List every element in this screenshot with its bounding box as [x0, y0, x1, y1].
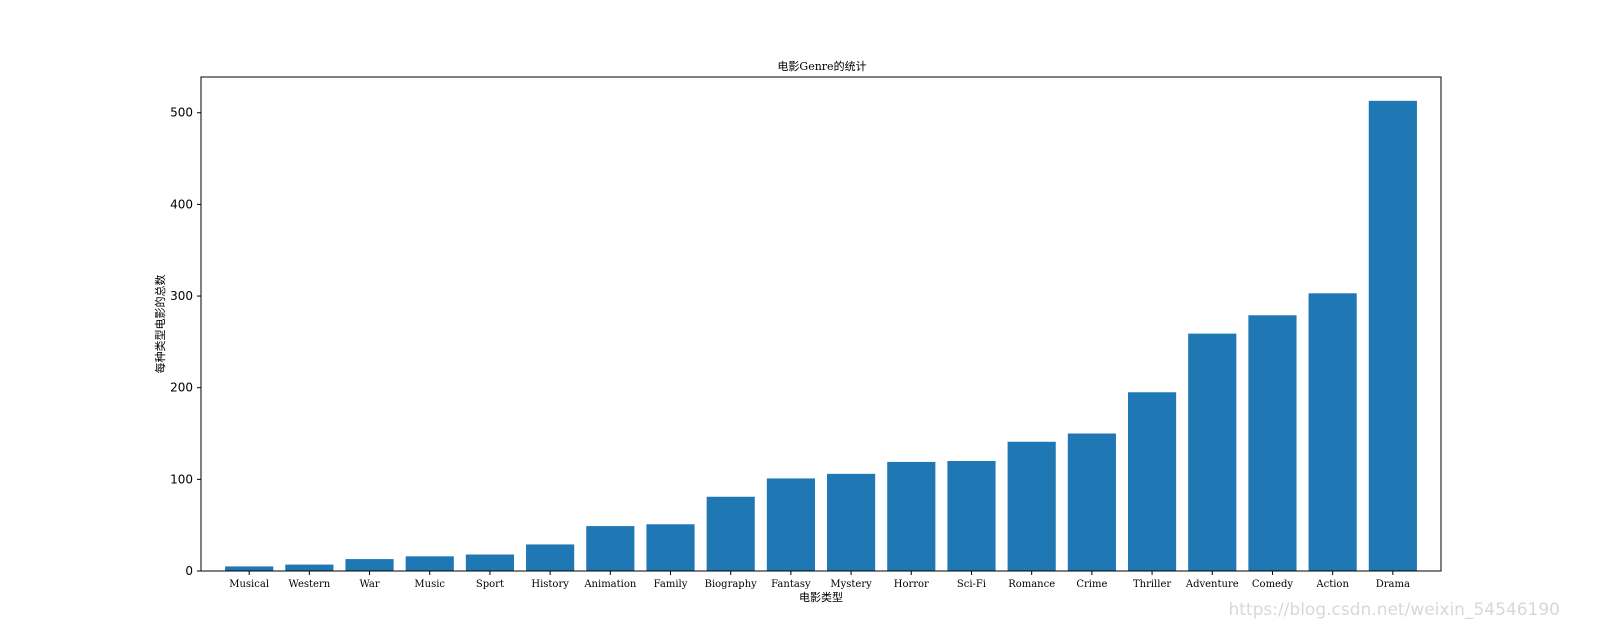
x-tick-label: Crime [1076, 579, 1107, 590]
bar-history [526, 544, 575, 571]
bar-action [1308, 293, 1357, 571]
bar-sport [465, 554, 515, 571]
y-tick-label: 200 [170, 381, 193, 395]
x-axis-label: 电影类型 [799, 590, 843, 604]
x-tick-label: Comedy [1252, 579, 1293, 590]
bar-romance [1007, 441, 1056, 571]
bars-group [225, 100, 1417, 571]
chart-title: 电影Genre的统计 [777, 59, 866, 73]
bar-music [405, 556, 454, 571]
x-tick-label: Biography [705, 579, 758, 590]
bar-animation [586, 526, 635, 571]
bar-western [285, 564, 334, 571]
bar-war [345, 559, 394, 571]
x-tick-label: Action [1315, 579, 1349, 590]
x-tick-label: Mystery [830, 579, 872, 590]
y-axis-label: 每种类型电影的总数 [153, 275, 167, 374]
bar-sci-fi [947, 461, 996, 571]
x-tick-label: War [359, 579, 379, 590]
y-tick-label: 400 [170, 197, 193, 211]
bar-mystery [827, 473, 876, 571]
x-tick-label: Adventure [1185, 579, 1239, 590]
bar-family [646, 524, 695, 571]
bar-horror [887, 461, 936, 571]
x-tick-label: Thriller [1133, 579, 1171, 590]
watermark: https://blog.csdn.net/weixin_54546190 [1228, 600, 1560, 620]
x-tick-label: Romance [1008, 579, 1055, 590]
x-tick-label: Family [654, 579, 688, 590]
y-tick-label: 100 [170, 472, 193, 486]
x-tick-label: Sci-Fi [957, 579, 986, 590]
x-tick-label: Music [414, 579, 445, 590]
y-tick-label: 500 [170, 106, 193, 120]
bar-fantasy [766, 478, 815, 571]
plot-frame [200, 76, 1442, 572]
bar-crime [1067, 433, 1116, 571]
y-axis-ticks: 0 100 200 300 400 500 [170, 106, 201, 578]
x-tick-label: Horror [894, 579, 929, 590]
bar-thriller [1127, 392, 1177, 571]
bar-adventure [1188, 333, 1237, 571]
x-tick-label: Musical [229, 579, 269, 590]
bar-biography [706, 496, 755, 571]
x-tick-label: Animation [583, 579, 637, 590]
x-tick-label: Western [289, 579, 331, 590]
x-axis-ticks: Musical Western War Music Sport History Animat… [229, 571, 1410, 590]
x-tick-label: Drama [1376, 579, 1410, 590]
x-tick-label: Fantasy [771, 579, 811, 590]
bar-musical [225, 566, 274, 571]
x-tick-label: Sport [476, 579, 504, 590]
y-tick-label: 0 [185, 564, 193, 578]
y-tick-label: 300 [170, 289, 193, 303]
bar-comedy [1248, 315, 1297, 571]
x-tick-label: History [531, 579, 569, 590]
bar-drama [1368, 100, 1417, 571]
